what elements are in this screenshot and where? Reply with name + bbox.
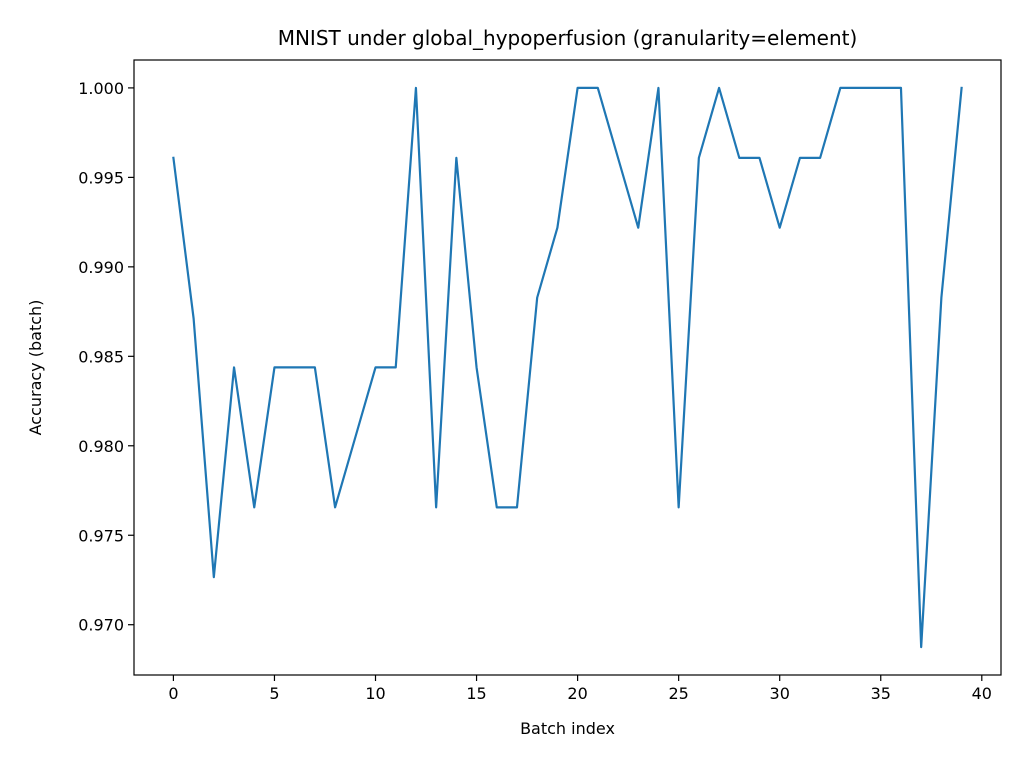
plot-frame — [133, 59, 1002, 676]
y-tick-label: 0.980 — [78, 437, 124, 456]
x-tick-label: 15 — [466, 684, 486, 703]
x-tick-label: 5 — [269, 684, 279, 703]
y-axis-ticks: 0.970 0.975 0.980 0.985 0.990 0.995 1.000 — [78, 79, 134, 635]
x-axis-label: Batch index — [520, 719, 615, 738]
y-tick-label: 0.995 — [78, 168, 124, 187]
y-tick-label: 0.990 — [78, 258, 124, 277]
x-tick-label: 30 — [770, 684, 790, 703]
x-tick-label: 20 — [567, 684, 587, 703]
series-line — [172, 86, 963, 649]
x-tick-label: 35 — [871, 684, 891, 703]
x-tick-label: 40 — [972, 684, 992, 703]
chart-title: MNIST under global_hypoperfusion (granul… — [278, 26, 858, 50]
x-axis-ticks: 0 5 10 15 20 25 30 35 40 — [168, 675, 992, 703]
x-tick-label: 0 — [168, 684, 178, 703]
y-tick-label: 0.970 — [78, 616, 124, 635]
x-tick-label: 25 — [668, 684, 688, 703]
y-axis-label: Accuracy (batch) — [26, 300, 45, 436]
y-tick-label: 0.985 — [78, 347, 124, 366]
x-tick-label: 10 — [365, 684, 385, 703]
y-tick-label: 0.975 — [78, 526, 124, 545]
y-tick-label: 1.000 — [78, 79, 124, 98]
